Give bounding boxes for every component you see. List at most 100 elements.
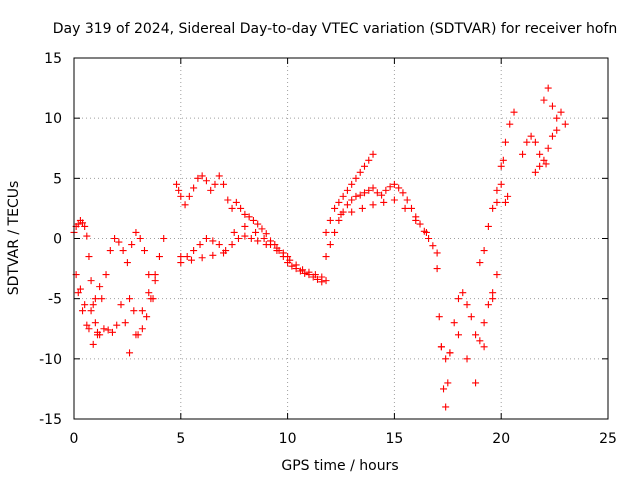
- y-axis-label: SDTVAR / TECUs: [6, 181, 22, 296]
- data-point: [202, 177, 210, 185]
- data-point: [181, 201, 189, 209]
- data-point: [440, 385, 448, 393]
- data-point: [220, 180, 228, 188]
- data-point: [249, 216, 257, 224]
- data-point: [480, 343, 488, 351]
- data-point: [258, 225, 266, 233]
- data-point: [454, 331, 462, 339]
- data-point: [484, 301, 492, 309]
- data-point: [132, 331, 140, 339]
- data-point: [343, 201, 351, 209]
- data-point: [284, 253, 292, 261]
- data-point: [531, 138, 539, 146]
- y-tick-label: -15: [39, 412, 62, 428]
- data-point: [207, 186, 215, 194]
- data-point: [390, 180, 398, 188]
- data-point: [360, 162, 368, 170]
- data-point: [472, 379, 480, 387]
- data-point: [111, 235, 119, 242]
- data-point: [87, 277, 95, 285]
- data-point: [198, 254, 206, 262]
- data-point: [519, 150, 527, 158]
- data-point: [450, 319, 458, 327]
- data-point: [501, 138, 509, 146]
- data-point: [343, 186, 351, 194]
- data-point: [463, 301, 471, 309]
- data-point: [348, 208, 356, 216]
- data-point: [198, 172, 206, 180]
- data-point: [194, 174, 202, 182]
- data-point: [425, 235, 433, 242]
- plot-frame: [73, 57, 609, 420]
- data-point: [493, 186, 501, 194]
- data-point: [489, 204, 497, 212]
- data-point: [442, 355, 450, 363]
- data-point: [386, 183, 394, 191]
- data-point: [228, 204, 236, 212]
- data-point: [173, 180, 181, 188]
- y-tick-label: 15: [44, 51, 62, 67]
- data-point: [352, 174, 360, 182]
- data-point: [322, 253, 330, 261]
- data-point: [360, 189, 368, 197]
- data-point: [365, 186, 373, 194]
- data-point: [476, 259, 484, 267]
- x-tick-label: 20: [492, 431, 510, 447]
- y-tick-label: 5: [53, 171, 62, 187]
- data-point: [523, 138, 531, 146]
- data-point: [286, 256, 294, 264]
- data-point: [501, 198, 509, 206]
- data-point: [348, 180, 356, 188]
- data-point: [254, 220, 262, 228]
- data-point: [279, 249, 287, 257]
- data-point: [429, 242, 437, 250]
- data-point: [407, 204, 415, 212]
- data-point: [262, 241, 270, 249]
- data-point: [548, 102, 556, 110]
- data-point: [145, 289, 153, 297]
- data-point: [433, 265, 441, 273]
- data-point: [83, 321, 91, 329]
- data-point: [536, 150, 544, 158]
- data-point: [416, 220, 424, 228]
- data-points: [70, 84, 569, 411]
- data-point: [506, 120, 514, 128]
- data-point: [119, 247, 127, 255]
- x-tick-label: 0: [70, 431, 79, 447]
- data-point: [544, 144, 552, 152]
- data-point: [252, 228, 260, 236]
- data-point: [433, 249, 441, 257]
- data-point: [202, 235, 210, 242]
- data-point: [480, 247, 488, 255]
- data-point: [190, 184, 198, 192]
- data-point: [228, 241, 236, 249]
- y-tick-label: -10: [39, 352, 62, 368]
- data-point: [247, 235, 255, 242]
- data-point: [356, 191, 364, 199]
- data-point: [314, 275, 322, 283]
- data-point: [356, 168, 364, 176]
- data-point: [504, 192, 512, 200]
- data-point: [493, 271, 501, 279]
- data-point: [117, 301, 125, 309]
- data-point: [132, 228, 140, 236]
- data-point: [484, 222, 492, 230]
- data-point: [138, 325, 146, 333]
- data-point: [326, 241, 334, 249]
- data-point: [79, 307, 87, 315]
- data-point: [380, 198, 388, 206]
- data-point: [234, 235, 242, 242]
- data-point: [299, 266, 307, 274]
- data-point: [138, 307, 146, 315]
- data-point: [348, 196, 356, 204]
- x-tick-label: 25: [599, 431, 617, 447]
- y-tick-label: -5: [48, 292, 62, 308]
- data-point: [467, 313, 475, 321]
- data-point: [232, 198, 240, 206]
- data-point: [115, 238, 123, 246]
- data-point: [536, 162, 544, 170]
- data-point: [89, 301, 97, 309]
- data-point: [493, 198, 501, 206]
- data-point: [85, 253, 93, 261]
